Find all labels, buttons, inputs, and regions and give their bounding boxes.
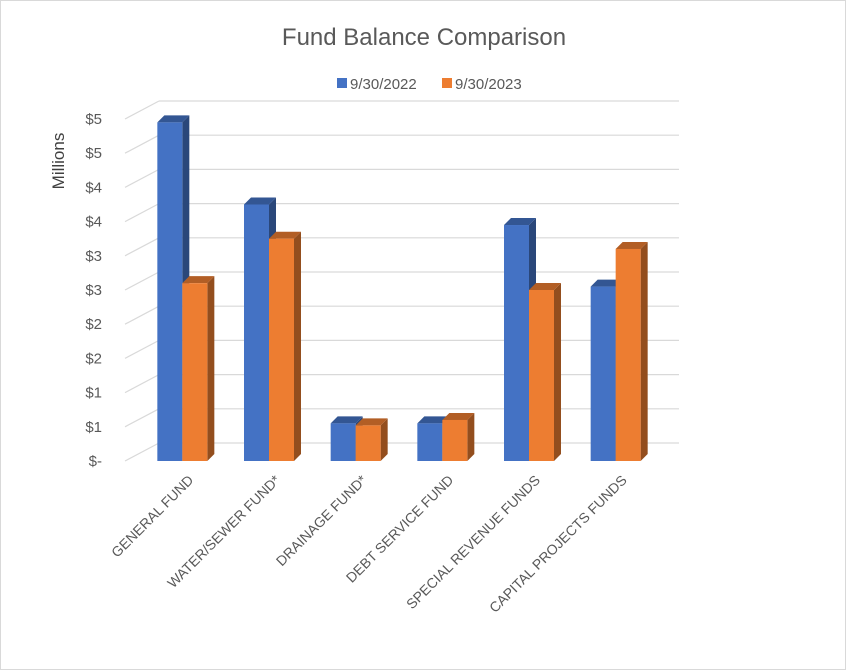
gridline-side <box>124 168 160 188</box>
bar <box>615 241 648 461</box>
y-tick-label: $1 <box>85 385 102 402</box>
bar <box>442 412 475 461</box>
bar <box>269 231 301 461</box>
gridline-side <box>124 374 160 394</box>
y-tick-label: $2 <box>85 350 102 367</box>
bar <box>355 418 388 461</box>
gridline-side <box>124 305 160 325</box>
y-tick-label: $4 <box>85 179 102 196</box>
legend-label: 9/30/2023 <box>455 76 522 93</box>
y-axis-ticks: $- $1 $1 $2 $2 $3 $3 $4 $4 $5 $5 <box>85 111 102 470</box>
bar <box>182 276 215 461</box>
legend-label: 9/30/2022 <box>350 76 417 93</box>
gridline-side <box>124 237 160 257</box>
gridline-side <box>124 442 160 462</box>
legend-swatch <box>442 78 452 88</box>
y-tick-label: $3 <box>85 282 102 299</box>
legend: 9/30/2022 9/30/2023 <box>337 76 522 93</box>
x-tick-label: DRAINAGE FUND* <box>273 471 371 569</box>
chart-title: Fund Balance Comparison <box>282 24 566 51</box>
bars <box>157 115 648 462</box>
gridline-side <box>124 134 160 154</box>
y-tick-label: $1 <box>85 419 102 436</box>
gridline-side <box>124 100 160 120</box>
bar <box>529 283 561 461</box>
legend-swatch <box>337 78 347 88</box>
gridline-side <box>124 203 160 223</box>
legend-item: 9/30/2023 <box>442 76 522 93</box>
legend-item: 9/30/2022 <box>337 76 417 93</box>
y-tick-label: $3 <box>85 248 102 265</box>
y-tick-label: $- <box>89 453 102 470</box>
gridline-side <box>124 271 160 291</box>
x-tick-label: CAPITAL PROJECTS FUNDS <box>486 472 630 616</box>
x-tick-label: GENERAL FUND <box>108 472 197 561</box>
y-tick-label: $5 <box>85 111 102 128</box>
y-axis-label: Millions <box>49 133 68 190</box>
gridline-side <box>124 339 160 359</box>
y-tick-label: $2 <box>85 316 102 333</box>
y-tick-label: $4 <box>85 214 102 231</box>
y-tick-label: $5 <box>85 145 102 162</box>
gridline-side <box>124 408 160 428</box>
